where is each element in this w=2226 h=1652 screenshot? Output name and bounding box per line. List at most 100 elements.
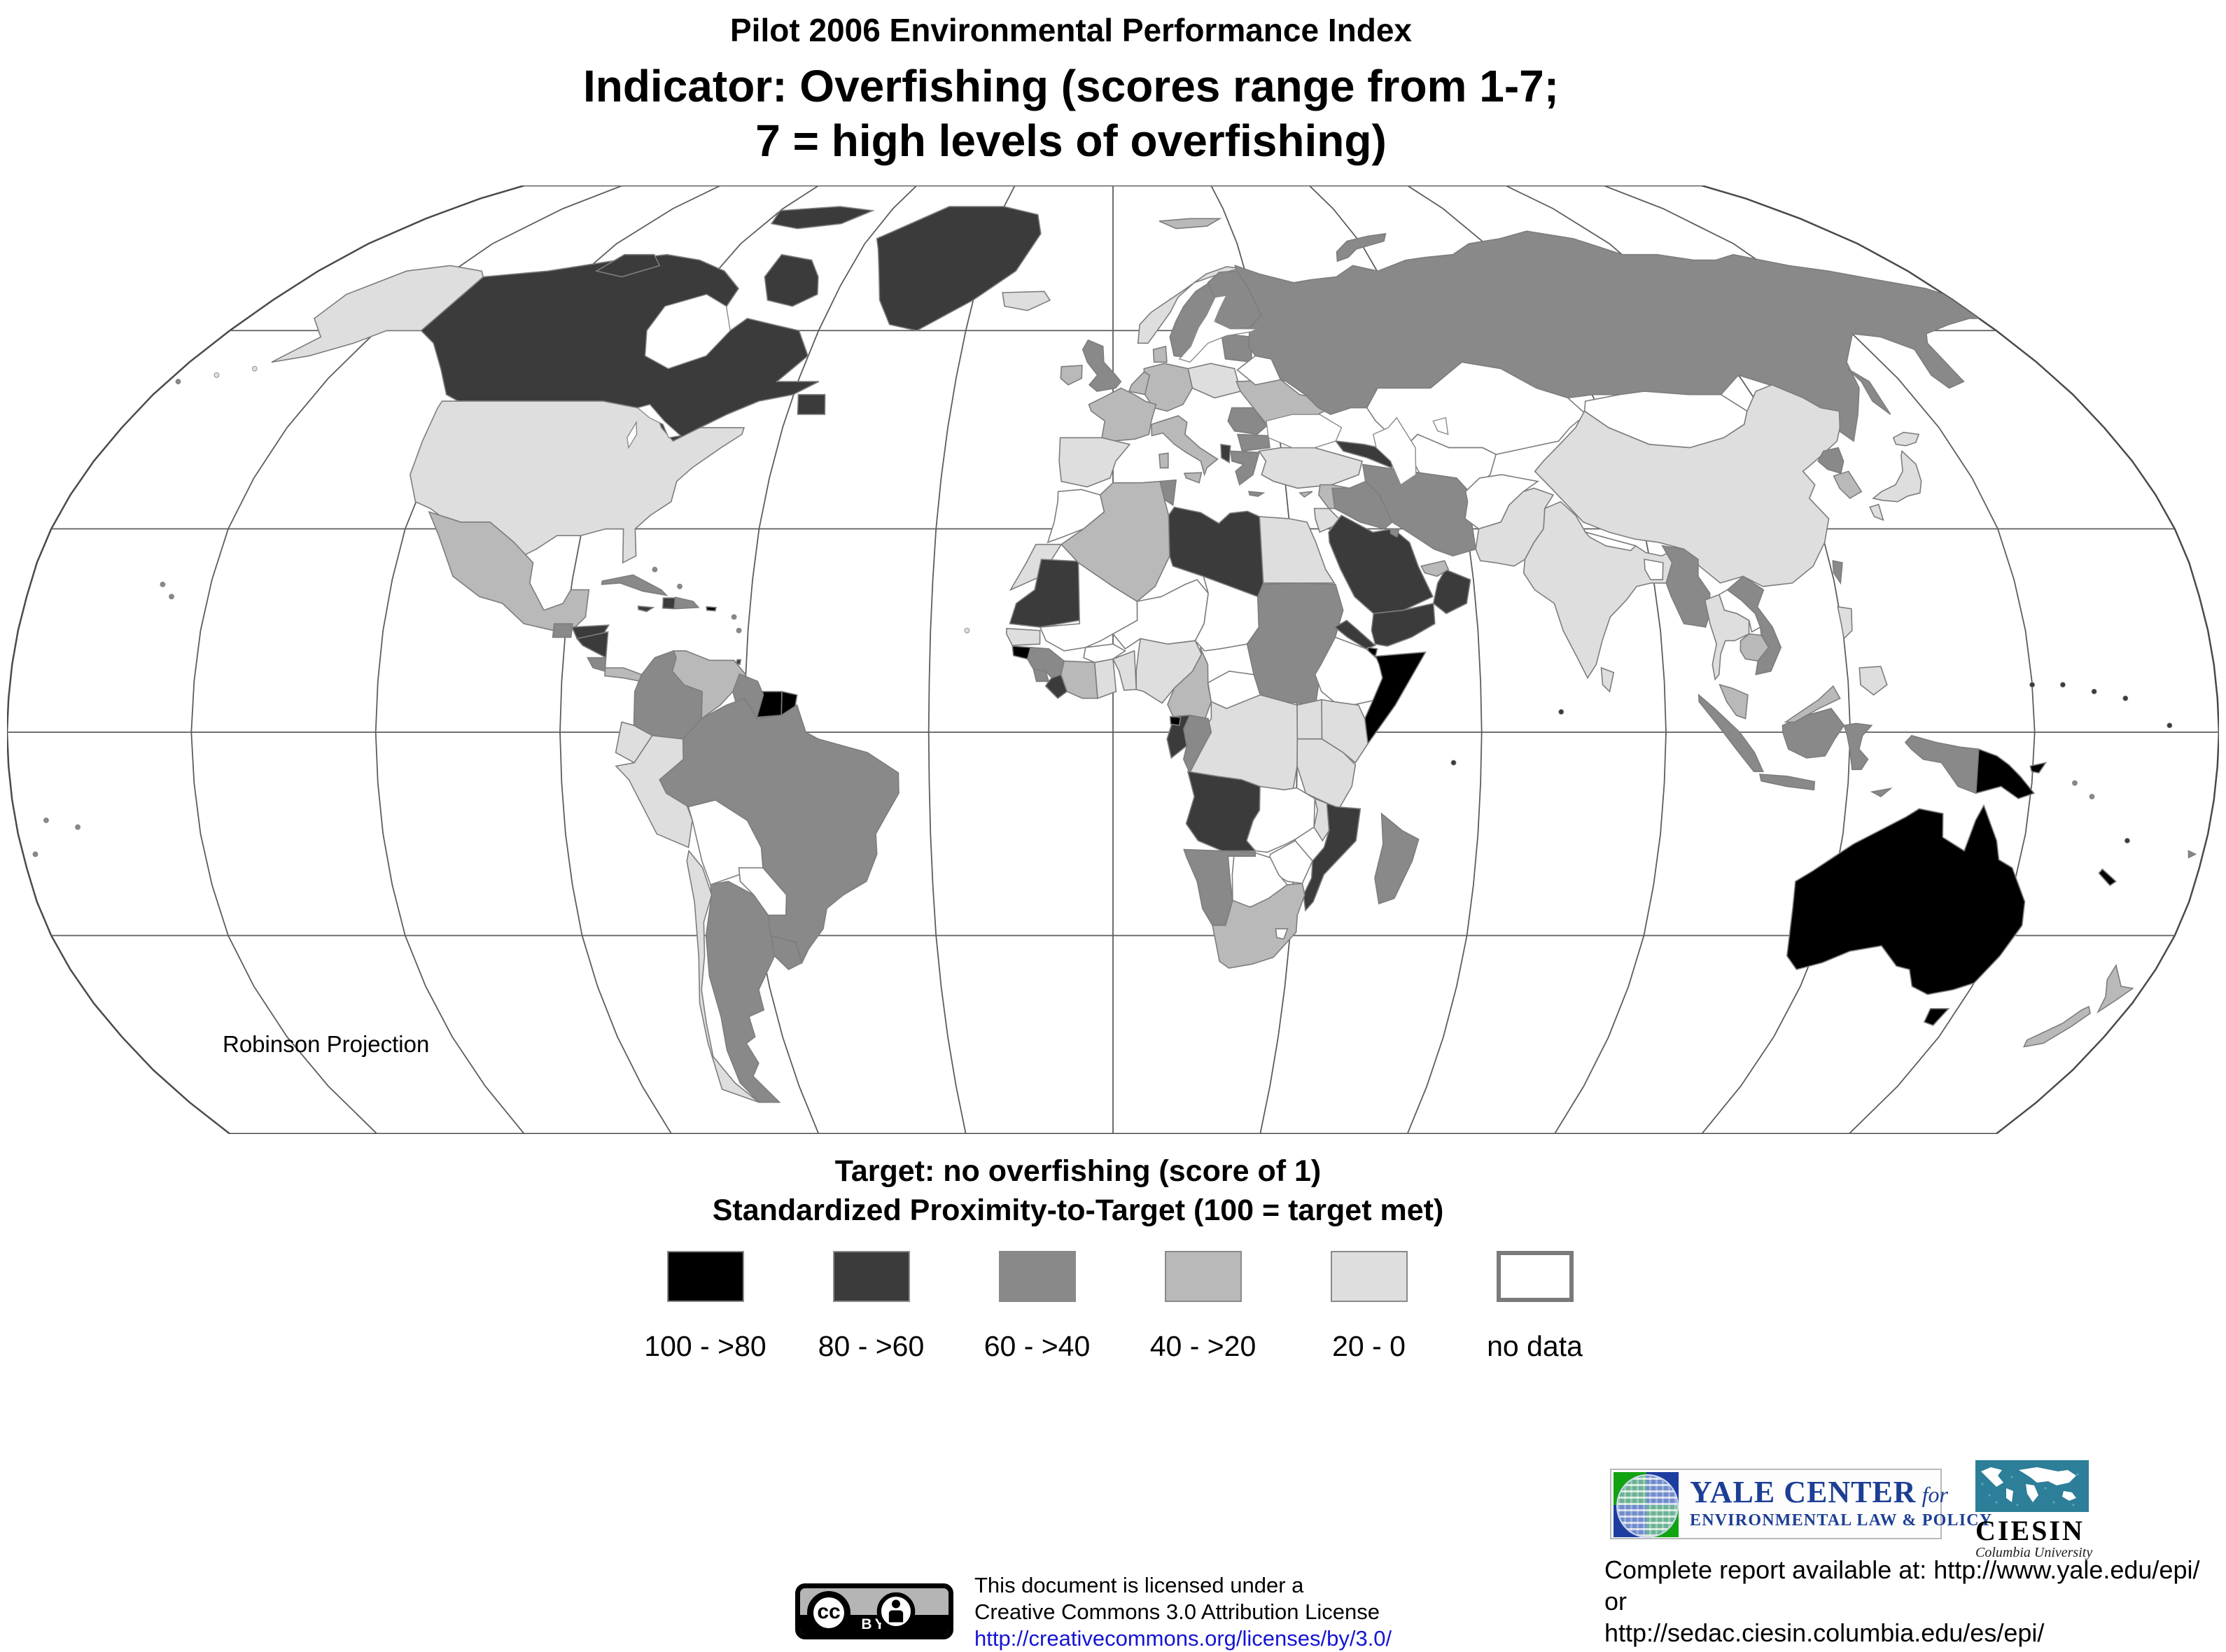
country-gabon — [1166, 714, 1191, 760]
country-newfoundland — [797, 393, 826, 415]
island-dot — [175, 379, 181, 385]
country-nkorea — [1817, 447, 1844, 475]
country-bangladesh — [1644, 559, 1664, 580]
country-timor — [1870, 788, 1893, 797]
country-greece — [1230, 450, 1260, 486]
island-dot — [251, 365, 258, 372]
country-puertorico — [706, 606, 718, 612]
country-tanzania — [1296, 738, 1357, 810]
country-venezuela — [671, 650, 747, 720]
legend-scale-line: Standardized Proximity-to-Target (100 = … — [712, 1194, 1444, 1227]
legend-label: 80 - >60 — [818, 1330, 925, 1362]
island-dot — [736, 627, 742, 634]
country-sumatra — [1698, 693, 1764, 772]
country-domrep — [673, 596, 700, 610]
country-nigeria — [1135, 638, 1203, 704]
country-honshu — [1872, 449, 1922, 503]
country-sakhalin — [1847, 368, 1891, 415]
country-skorea — [1833, 470, 1863, 499]
legend-swatch — [1164, 1251, 1242, 1302]
country-iceland — [1002, 290, 1051, 312]
country-egypt — [1259, 516, 1336, 584]
choropleth-world-map — [6, 184, 2220, 1135]
license-line2: Creative Commons 3.0 Attribution License — [974, 1600, 1380, 1624]
country-eqguinea — [1169, 715, 1182, 727]
sea-4 — [1266, 414, 1343, 449]
country-wsahara — [1009, 543, 1063, 592]
country-iberia — [1058, 437, 1131, 488]
country-china — [1534, 384, 1841, 587]
country-pakistan — [1475, 487, 1555, 567]
report-line1: Complete report available at: http://www… — [1604, 1555, 2200, 1616]
country-madagascar — [1374, 812, 1420, 905]
island-dot — [160, 581, 166, 587]
country-alaska — [271, 265, 484, 363]
cc-logo-icon: cc — [807, 1591, 850, 1634]
island-dot — [2089, 794, 2095, 799]
ciesin-worldmap-icon — [1975, 1460, 2089, 1512]
legend-label: 100 - >80 — [644, 1330, 766, 1362]
country-svalbard — [1158, 218, 1222, 230]
country-java — [1758, 774, 1816, 791]
country-fiji — [2188, 850, 2197, 859]
country-guatemala — [552, 623, 573, 638]
country-oman — [1432, 568, 1471, 615]
country-nz_south — [2022, 1005, 2091, 1048]
country-ireland — [1060, 365, 1083, 386]
yale-center-title: YALE CENTER for — [1690, 1475, 1948, 1509]
country-vietnam — [1726, 575, 1782, 676]
legend-item-1: 80 - >60 — [788, 1251, 954, 1363]
island-dot — [169, 594, 174, 600]
country-sardinia — [1158, 452, 1169, 469]
island-dot — [731, 614, 737, 620]
country-papua_west — [1904, 734, 1980, 794]
country-morocco — [1046, 489, 1105, 544]
country-cuba — [601, 574, 668, 596]
legend-item-5: no data — [1452, 1251, 1618, 1363]
island-dot — [1558, 709, 1564, 715]
island-dot — [2060, 682, 2066, 688]
island-dot — [43, 817, 49, 823]
country-newcaledonia — [2098, 868, 2117, 886]
country-kyushu — [1869, 503, 1884, 522]
legend-swatch — [998, 1251, 1076, 1302]
country-ellesmere — [770, 206, 875, 230]
legend-item-0: 100 - >80 — [622, 1251, 788, 1363]
country-taiwan — [1832, 559, 1843, 585]
legend-title: Target: no overfishing (score of 1) Stan… — [0, 1152, 2156, 1230]
country-benelux — [1128, 371, 1151, 396]
ciesin-name: CIESIN — [1975, 1515, 2085, 1546]
country-ghana — [1093, 658, 1117, 699]
sea-3 — [1178, 295, 1258, 363]
ciesin-logo: CIESIN Columbia University — [1975, 1460, 2115, 1560]
country-hokkaido — [1892, 431, 1920, 447]
ciesin-subtitle: Columbia University — [1975, 1545, 2093, 1560]
legend-target-line: Target: no overfishing (score of 1) — [834, 1154, 1322, 1188]
license-text: This document is licensed under a Creati… — [974, 1572, 1392, 1652]
report-line2: http://sedac.ciesin.columbia.edu/es/epi/ — [1604, 1618, 2045, 1647]
legend-swatch — [1496, 1251, 1574, 1302]
indicator-title-line2: 7 = high levels of overfishing) — [755, 115, 1387, 166]
sea-1 — [636, 404, 682, 439]
country-malaysia — [1718, 683, 1749, 720]
country-eritrea — [1334, 620, 1377, 650]
sea-5 — [1372, 416, 1417, 486]
attribution-person-icon — [876, 1591, 916, 1632]
island-dot — [964, 627, 970, 634]
country-russia — [1234, 230, 1981, 442]
country-novayazemlya — [1336, 232, 1387, 262]
country-sicily — [1183, 472, 1203, 484]
country-haiti — [662, 597, 676, 610]
legend-item-4: 20 - 0 — [1286, 1251, 1452, 1363]
country-baffin — [764, 253, 819, 307]
island-dot — [2122, 695, 2129, 701]
country-malaysia_borneo — [1784, 685, 1841, 723]
country-france — [1088, 387, 1157, 442]
legend-item-3: 40 - >20 — [1120, 1251, 1286, 1363]
country-uganda — [1296, 699, 1323, 740]
country-victoria_is — [594, 253, 661, 278]
license-link[interactable]: http://creativecommons.org/licenses/by/3… — [974, 1626, 1392, 1651]
country-cyprus — [1298, 491, 1313, 498]
country-saudi — [1328, 514, 1434, 615]
legend-swatch — [832, 1251, 910, 1302]
